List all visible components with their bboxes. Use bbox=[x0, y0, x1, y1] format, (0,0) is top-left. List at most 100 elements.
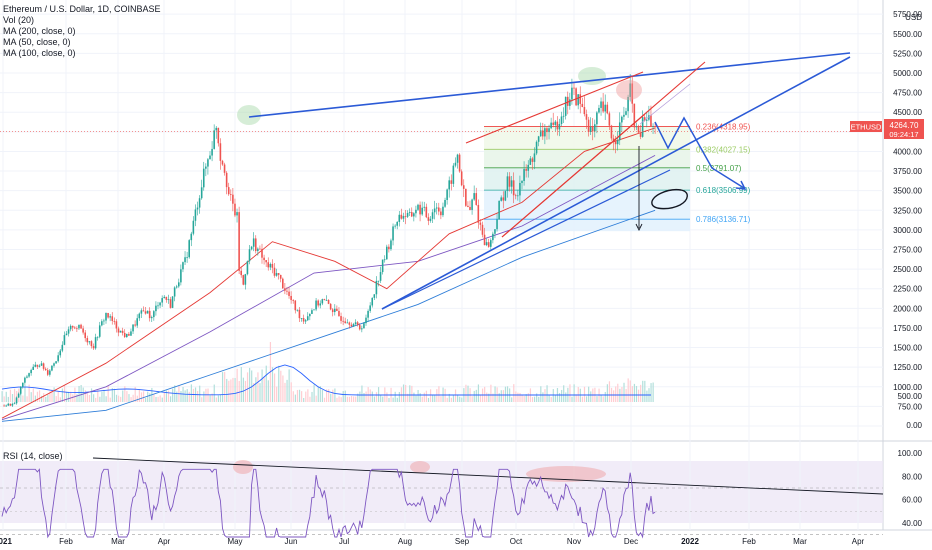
volume-bar bbox=[336, 397, 338, 402]
volume-bar bbox=[68, 391, 70, 402]
candle-body bbox=[132, 324, 134, 332]
price-tick-label: 4750.00 bbox=[893, 89, 922, 98]
volume-bar bbox=[82, 387, 84, 402]
volume-bar bbox=[325, 389, 328, 402]
volume-bar bbox=[16, 391, 18, 402]
candle-body bbox=[394, 225, 396, 227]
support-trendline[interactable] bbox=[381, 56, 851, 310]
volume-bar bbox=[377, 387, 380, 402]
candle-body bbox=[633, 103, 636, 128]
price-tick-label: 2750.00 bbox=[893, 246, 922, 255]
candle-body bbox=[554, 121, 557, 125]
wedge-lower-line[interactable] bbox=[501, 113, 646, 238]
rsi-title[interactable]: RSI (14, close) bbox=[3, 451, 63, 461]
candle-body bbox=[146, 310, 149, 314]
candle-body bbox=[435, 207, 438, 209]
rsi-trendline[interactable] bbox=[92, 457, 884, 495]
volume-bar bbox=[234, 378, 236, 402]
candle-body bbox=[230, 194, 232, 196]
fib-retracement[interactable] bbox=[484, 126, 690, 232]
rsi-pane[interactable]: 100.00 80.00 60.00 40.00 bbox=[1, 449, 923, 539]
volume-bar bbox=[109, 397, 111, 402]
price-tick-label: 5250.00 bbox=[893, 49, 922, 58]
projection-arrow[interactable] bbox=[654, 116, 745, 189]
volume-bar bbox=[606, 384, 608, 402]
candle-body bbox=[413, 213, 415, 217]
candle-body bbox=[433, 208, 436, 213]
highlight-red bbox=[616, 80, 642, 100]
volume-bar bbox=[575, 394, 577, 402]
volume-bar bbox=[153, 394, 155, 402]
price-tag-countdown: 09:24:17 bbox=[889, 130, 918, 139]
circled-zone[interactable] bbox=[651, 189, 688, 210]
candle-body bbox=[506, 176, 509, 192]
volume-bar bbox=[57, 391, 59, 402]
candle-body bbox=[473, 193, 475, 200]
time-axis[interactable]: 2021 Feb Mar Apr May Jun Jul Aug Sep Oct Nov Dec 202… bbox=[0, 537, 865, 546]
candle-body bbox=[238, 212, 240, 271]
chart-title[interactable]: Ethereum / U.S. Dollar, 1D, COINBASE bbox=[3, 4, 161, 14]
candle-body bbox=[625, 111, 627, 115]
volume-bar bbox=[328, 389, 330, 402]
price-pane[interactable] bbox=[0, 0, 883, 440]
candle-body bbox=[53, 363, 55, 366]
volume-bar bbox=[97, 389, 99, 402]
volume-bar bbox=[309, 396, 311, 402]
candle-body bbox=[221, 160, 224, 165]
volume-bar bbox=[138, 389, 140, 402]
volume-bar bbox=[132, 394, 134, 402]
resistance-trendline[interactable] bbox=[248, 52, 851, 118]
time-tick-label: Dec bbox=[624, 537, 638, 546]
candle-body bbox=[346, 322, 349, 324]
candle-body bbox=[313, 309, 315, 311]
volume-bar bbox=[625, 388, 627, 402]
volume-bar bbox=[457, 394, 459, 402]
candle-body bbox=[165, 296, 168, 300]
indicator-ma50[interactable]: MA (50, close, 0) bbox=[3, 37, 71, 47]
candle-body bbox=[28, 373, 30, 377]
candle-body bbox=[213, 130, 215, 149]
candle-body bbox=[128, 333, 130, 336]
target-arrowhead bbox=[635, 223, 643, 232]
fib-zone bbox=[484, 190, 690, 220]
volume-bar bbox=[5, 391, 7, 402]
candle-body bbox=[200, 187, 203, 199]
candle-body bbox=[392, 226, 394, 241]
ma100-line bbox=[1, 155, 656, 421]
volume-bar bbox=[197, 390, 199, 402]
wedge-upper-line[interactable] bbox=[465, 71, 644, 144]
volume-bar bbox=[90, 388, 93, 402]
volume-bar bbox=[105, 396, 107, 402]
candle-body bbox=[302, 318, 305, 322]
channel-line[interactable] bbox=[639, 83, 691, 125]
indicator-vol[interactable]: Vol (20) bbox=[3, 15, 35, 25]
price-tick-label: 5750.00 bbox=[893, 10, 922, 19]
volume-bar bbox=[319, 386, 321, 402]
candle-body bbox=[542, 130, 544, 137]
candle-body bbox=[654, 126, 656, 127]
candle-body bbox=[67, 329, 70, 334]
price-axis[interactable]: 6000.005750.005500.005250.005000.004750.… bbox=[893, 0, 922, 430]
indicator-ma100[interactable]: MA (100, close, 0) bbox=[3, 48, 76, 58]
time-tick-label: Sep bbox=[455, 537, 470, 546]
volume-bar bbox=[533, 396, 536, 402]
candle-body bbox=[527, 164, 530, 171]
candle-body bbox=[652, 126, 654, 127]
drawings[interactable]: 0.236(4318.95) 0.382(4027.15) 0.5(3791.07)… bbox=[0, 52, 884, 535]
volume-bar bbox=[459, 396, 461, 402]
candle-body bbox=[194, 209, 197, 221]
volume-bar bbox=[405, 384, 407, 402]
volume-bar bbox=[30, 392, 32, 402]
support-trendline-inner[interactable] bbox=[381, 169, 671, 310]
candle-body bbox=[74, 327, 76, 329]
volume-bar bbox=[55, 396, 57, 402]
volume-bar bbox=[542, 392, 544, 402]
candle-body bbox=[182, 262, 184, 270]
volume-bar bbox=[142, 391, 145, 402]
candle-body bbox=[5, 405, 7, 407]
time-tick-label: Oct bbox=[510, 537, 523, 546]
volume-bar bbox=[527, 393, 529, 402]
indicator-ma200[interactable]: MA (200, close, 0) bbox=[3, 26, 76, 36]
volume-bar bbox=[24, 384, 26, 402]
